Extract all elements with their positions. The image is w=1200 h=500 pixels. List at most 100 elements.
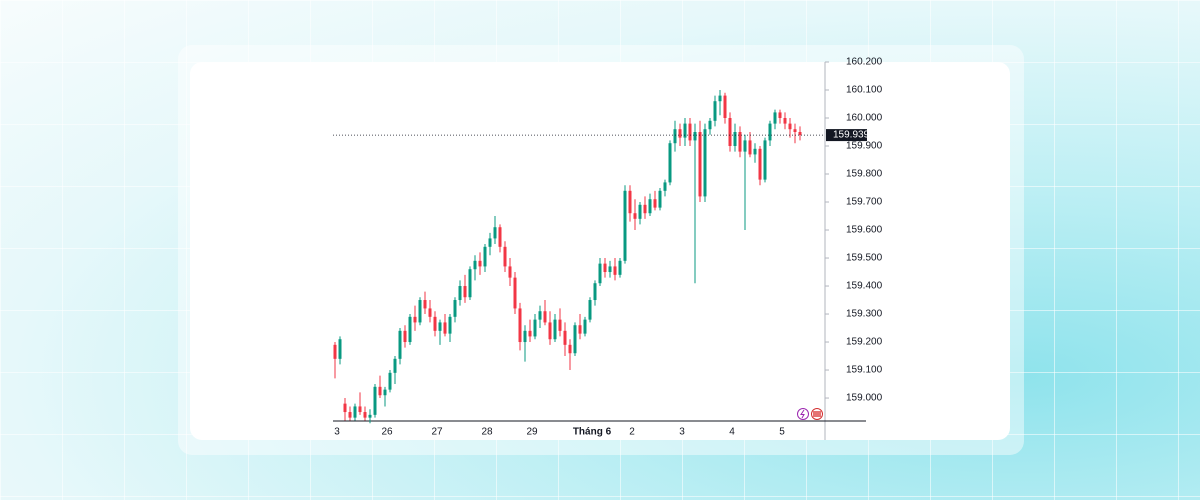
- candle-body: [538, 311, 542, 320]
- candle-body: [588, 300, 592, 320]
- candle-body: [778, 112, 782, 119]
- candle-body: [603, 263, 607, 273]
- candle-body: [468, 269, 472, 298]
- y-tick-label: 159.500: [846, 253, 883, 264]
- candle-body: [403, 330, 407, 343]
- candle-body: [608, 266, 612, 273]
- y-tick-label: 159.600: [846, 225, 883, 236]
- candle-body: [453, 300, 457, 317]
- y-tick-label: 160.000: [846, 113, 883, 124]
- candle-body: [428, 308, 432, 317]
- candle-body: [443, 322, 447, 334]
- x-tick-label: 28: [481, 427, 493, 438]
- candle-body: [563, 330, 567, 345]
- candle-body: [713, 101, 717, 121]
- x-tick-label: 5: [779, 427, 785, 438]
- x-tick-label: 3: [679, 427, 685, 438]
- candle-body: [373, 386, 377, 415]
- candle-body: [678, 129, 682, 138]
- candle-body: [413, 316, 417, 323]
- candle-body: [393, 358, 397, 373]
- candle-body: [488, 238, 492, 247]
- candle-body: [523, 330, 527, 343]
- candle-body: [433, 316, 437, 331]
- event-icon-bolt: [800, 409, 805, 419]
- candle-body: [683, 123, 687, 138]
- candle-body: [693, 132, 697, 141]
- candle-body: [338, 339, 342, 359]
- candle-body: [438, 322, 442, 331]
- candle-body: [553, 319, 557, 340]
- candle-body: [463, 286, 467, 298]
- x-tick-label: 29: [526, 427, 538, 438]
- candle-body: [388, 372, 392, 390]
- candle-body: [668, 143, 672, 183]
- candle-body: [648, 199, 652, 214]
- candle-body: [408, 316, 412, 343]
- y-tick-label: 159.100: [846, 365, 883, 376]
- candle-body: [353, 406, 357, 418]
- candle-body: [383, 389, 387, 396]
- candle-body: [738, 132, 742, 152]
- candle-body: [513, 277, 517, 309]
- candle-body: [633, 213, 637, 219]
- candle-body: [358, 406, 362, 413]
- candle-body: [723, 95, 727, 119]
- y-tick-label: 160.200: [846, 57, 883, 68]
- candle-body: [663, 182, 667, 191]
- candle-body: [763, 140, 767, 180]
- candle-body: [348, 412, 352, 418]
- candle-body: [718, 95, 722, 102]
- candle-body: [628, 190, 632, 214]
- x-tick-label: 4: [729, 427, 735, 438]
- candle-body: [528, 330, 532, 337]
- candle-body: [548, 322, 552, 340]
- y-tick-label: 159.800: [846, 169, 883, 180]
- candle-body: [613, 266, 617, 275]
- candle-body: [573, 325, 577, 354]
- candle-body: [743, 140, 747, 152]
- candle-body: [758, 148, 762, 180]
- candle-body: [768, 123, 772, 141]
- candle-body: [568, 344, 572, 354]
- x-tick-label: 2: [629, 427, 635, 438]
- candle-body: [503, 246, 507, 267]
- candle-body: [688, 123, 692, 141]
- candle-body: [673, 129, 677, 144]
- candle-body: [643, 204, 647, 214]
- candle-body: [343, 403, 347, 413]
- candle-body: [543, 311, 547, 323]
- last-price-box: [826, 129, 867, 142]
- x-tick-label: 3: [334, 427, 340, 438]
- last-price-label: 159.939: [833, 130, 870, 141]
- flag-icon-body: [813, 411, 821, 417]
- candle-body: [478, 260, 482, 267]
- candle-body: [498, 227, 502, 247]
- candle-body: [773, 112, 777, 124]
- candle-body: [593, 283, 597, 301]
- candle-body: [753, 148, 757, 155]
- candle-body: [558, 319, 562, 331]
- y-tick-label: 159.300: [846, 309, 883, 320]
- candle-body: [333, 344, 337, 359]
- x-tick-label: 26: [381, 427, 393, 438]
- candle-body: [598, 263, 602, 284]
- candle-body: [448, 316, 452, 334]
- y-tick-label: 159.200: [846, 337, 883, 348]
- candle-body: [698, 132, 702, 197]
- candle-body: [473, 260, 477, 270]
- candle-body: [458, 286, 462, 301]
- candle-body: [508, 266, 512, 278]
- x-tick-label: 27: [431, 427, 443, 438]
- candle-body: [618, 260, 622, 275]
- candle-body: [578, 325, 582, 334]
- candle-body: [418, 300, 422, 323]
- candle-body: [533, 319, 537, 337]
- candle-body: [518, 308, 522, 343]
- y-tick-label: 159.000: [846, 393, 883, 404]
- card: [190, 62, 1010, 440]
- candle-body: [368, 414, 372, 418]
- candle-body: [638, 204, 642, 219]
